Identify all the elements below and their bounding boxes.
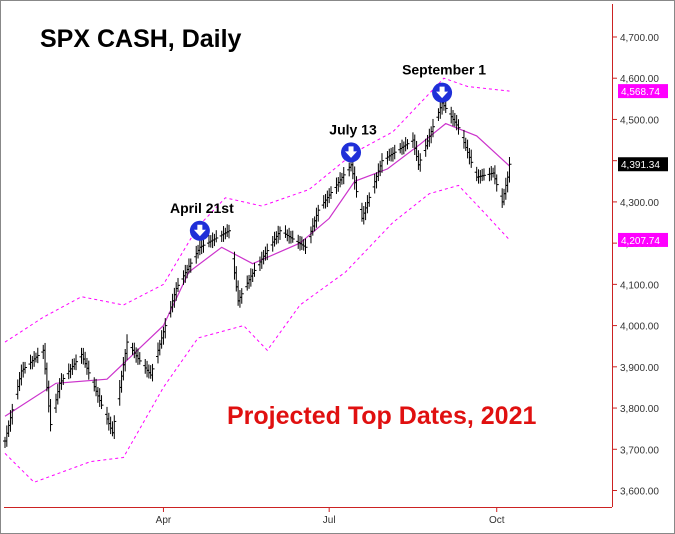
price-bar [507, 157, 512, 183]
price-bar [278, 226, 283, 240]
price-label-text: 4,391.34 [621, 160, 660, 171]
price-bar [290, 230, 295, 243]
price-bar [418, 153, 423, 172]
price-bar [265, 243, 270, 261]
price-label: 4,568.74 [618, 84, 668, 99]
y-tick-label: 3,700.00 [620, 445, 659, 456]
price-bar [481, 168, 486, 181]
price-bar [430, 118, 435, 138]
marker: July 13 [329, 121, 377, 163]
price-bar [227, 224, 232, 239]
price-bar [150, 363, 155, 382]
price-bar [303, 238, 308, 254]
price-bar [86, 360, 91, 380]
price-bar [469, 149, 474, 168]
marker-label: July 13 [329, 121, 377, 137]
x-tick-label: Apr [156, 515, 172, 526]
price-bar [328, 186, 333, 199]
price-bar [214, 230, 219, 243]
y-tick-label: 4,300.00 [620, 198, 659, 209]
price-bar [354, 176, 359, 198]
chart-title: SPX CASH, Daily [40, 25, 242, 53]
price-labels: 4,568.74 4,391.34 4,207.74 [618, 84, 668, 247]
y-tick-label: 3,800.00 [620, 404, 659, 415]
marker: April 21st [170, 200, 234, 241]
price-bar [48, 398, 53, 432]
price-bar [494, 174, 499, 192]
y-tick-label: 4,100.00 [620, 280, 659, 291]
price-label: 4,207.74 [618, 232, 668, 247]
price-bars [3, 95, 512, 449]
price-bar [367, 192, 372, 207]
x-tick-label: Oct [489, 515, 505, 526]
x-axis: Apr Jul Oct [156, 507, 505, 526]
price-bar [23, 361, 28, 374]
price-bar [405, 139, 410, 150]
y-tick-label: 4,000.00 [620, 322, 659, 333]
marker-label: September 1 [402, 62, 486, 78]
price-bar [443, 99, 448, 114]
price-bar [112, 415, 117, 439]
price-bar [61, 374, 66, 386]
y-tick-label: 4,700.00 [620, 33, 659, 44]
y-tick-label: 4,500.00 [620, 115, 659, 126]
y-tick-label: 3,600.00 [620, 487, 659, 498]
price-bar [392, 144, 397, 160]
marker: September 1 [402, 62, 486, 103]
price-bar [35, 347, 40, 364]
price-bar [252, 262, 257, 277]
x-tick-label: Jul [323, 515, 336, 526]
price-bar [137, 352, 142, 365]
price-bar [99, 395, 104, 410]
lower-band [4, 184, 510, 483]
price-bar [316, 204, 321, 222]
price-bar [379, 153, 384, 173]
price-bar [10, 403, 15, 425]
y-tick-label: 3,900.00 [620, 363, 659, 374]
y-tick-label: 4,600.00 [620, 74, 659, 85]
price-bar [163, 318, 168, 339]
price-bar [341, 167, 346, 185]
price-label: 4,391.34 [618, 157, 668, 172]
price-bar [176, 277, 181, 292]
price-bar [456, 119, 461, 135]
price-bar [125, 334, 130, 361]
price-bar [74, 354, 79, 371]
chart-annotation: Projected Top Dates, 2021 [227, 402, 536, 430]
top-date-markers: April 21st July 13 September 1 [170, 62, 486, 241]
price-label-text: 4,207.74 [621, 236, 660, 247]
price-bar [239, 288, 244, 304]
price-bar [188, 258, 193, 273]
price-label-text: 4,568.74 [621, 87, 660, 98]
price-bar [201, 238, 206, 253]
marker-label: April 21st [170, 200, 234, 216]
